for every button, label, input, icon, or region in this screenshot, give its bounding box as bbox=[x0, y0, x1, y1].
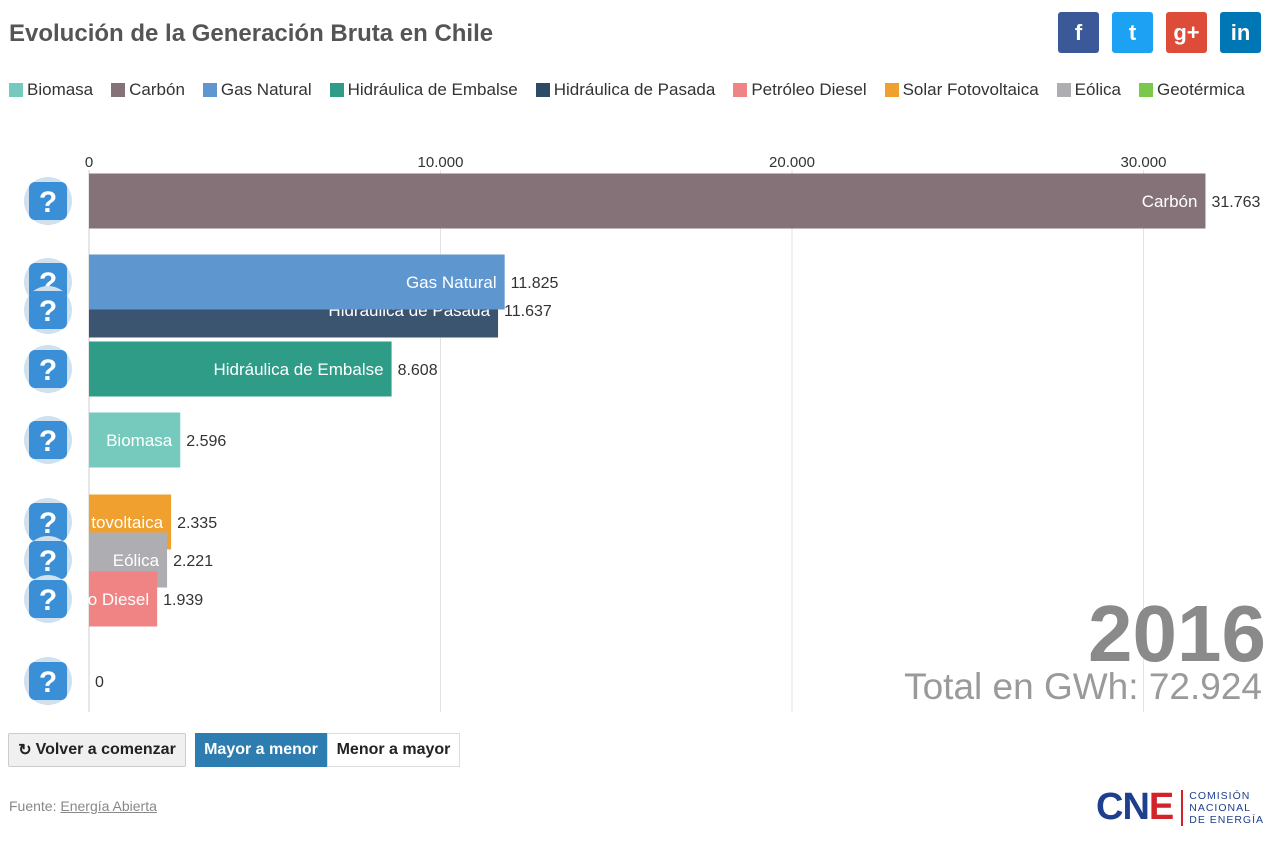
legend-label: Hidráulica de Embalse bbox=[347, 80, 518, 99]
unknown-icon: ? bbox=[24, 536, 72, 584]
legend-label: Gas Natural bbox=[220, 80, 312, 99]
legend-item[interactable]: Solar Fotovoltaica bbox=[884, 80, 1039, 100]
unknown-icon-box bbox=[29, 541, 67, 579]
x-tick-label: 20.000 bbox=[769, 154, 815, 171]
bar bbox=[89, 173, 1206, 229]
legend-item[interactable]: Petróleo Diesel bbox=[733, 80, 867, 100]
legend-swatch bbox=[202, 83, 217, 97]
unknown-icon-glyph: ? bbox=[39, 666, 57, 699]
unknown-icon-glyph: ? bbox=[39, 354, 57, 387]
bar-label: Gas Natural bbox=[406, 273, 497, 292]
value-label: 2.335 bbox=[177, 515, 217, 532]
sort-desc-button[interactable]: Mayor a menor bbox=[195, 733, 327, 767]
legend-label: Biomasa bbox=[27, 80, 94, 99]
restart-label: Volver a comenzar bbox=[35, 741, 176, 758]
unknown-icon-glyph: ? bbox=[39, 507, 57, 540]
unknown-icon: ? bbox=[24, 177, 72, 225]
restart-icon: ↻ bbox=[18, 742, 32, 759]
x-tick-label: 10.000 bbox=[418, 154, 464, 171]
bar-label: tovoltaica bbox=[91, 513, 163, 532]
twitter-icon[interactable]: t bbox=[1112, 12, 1153, 53]
bar bbox=[89, 254, 505, 310]
legend-swatch bbox=[884, 83, 899, 97]
legend-swatch bbox=[9, 83, 23, 97]
bar-label: o Diesel bbox=[88, 590, 149, 609]
legend-label: Geotérmica bbox=[1156, 80, 1245, 99]
legend-label: Petróleo Diesel bbox=[751, 80, 867, 99]
unknown-icon-glyph: ? bbox=[39, 186, 57, 219]
unknown-icon-glyph: ? bbox=[39, 584, 57, 617]
x-tick-label: 30.000 bbox=[1121, 154, 1167, 171]
legend-swatch bbox=[1138, 83, 1153, 97]
unknown-icon-glyph: ? bbox=[39, 545, 57, 578]
unknown-icon-box bbox=[29, 503, 67, 541]
unknown-icon-box bbox=[29, 662, 67, 700]
source-line: Fuente: Energía Abierta bbox=[9, 798, 157, 814]
legend-label: Hidráulica de Pasada bbox=[553, 80, 716, 99]
legend-item[interactable]: Biomasa bbox=[9, 80, 93, 100]
legend-label: Carbón bbox=[129, 80, 185, 99]
legend-swatch bbox=[535, 83, 550, 97]
facebook-icon[interactable]: f bbox=[1058, 12, 1099, 53]
sort-asc-button[interactable]: Menor a mayor bbox=[327, 733, 460, 767]
legend: Biomasa Carbón Gas Natural Hidráulica de Em… bbox=[9, 80, 1263, 100]
unknown-icon-box bbox=[29, 580, 67, 618]
legend-swatch bbox=[111, 83, 126, 97]
unknown-icon: ? bbox=[24, 498, 72, 546]
legend-item[interactable]: Eólica bbox=[1056, 80, 1121, 100]
legend-item[interactable]: Hidráulica de Embalse bbox=[329, 80, 518, 100]
total-label: Total en GWh: 72.924 bbox=[904, 666, 1262, 707]
unknown-icon: ? bbox=[24, 286, 72, 334]
unknown-icon: ? bbox=[24, 416, 72, 464]
source-prefix: Fuente: bbox=[9, 798, 57, 814]
value-label: 31.763 bbox=[1211, 194, 1260, 211]
unknown-icon-box bbox=[29, 421, 67, 459]
logo-separator bbox=[1181, 789, 1184, 826]
legend-item[interactable]: Geotérmica bbox=[1138, 80, 1245, 100]
cne-logo: CNE COMISIÓN NACIONAL DE ENERGÍA bbox=[1096, 786, 1264, 829]
bar bbox=[89, 571, 158, 627]
value-label: 8.608 bbox=[398, 362, 438, 379]
year-label: 2016 bbox=[1088, 589, 1266, 678]
legend-label: Solar Fotovoltaica bbox=[902, 80, 1039, 99]
legend-swatch bbox=[1056, 83, 1071, 97]
unknown-icon-glyph: ? bbox=[39, 295, 57, 328]
bar-chart: 0 10.000 20.000 30.000?????????Hidráulica d… bbox=[24, 154, 1261, 712]
legend-swatch bbox=[329, 83, 344, 97]
bar-label: Eólica bbox=[113, 551, 160, 570]
unknown-icon: ? bbox=[24, 345, 72, 393]
value-label: 1.939 bbox=[163, 592, 203, 609]
logo-mark: CNE bbox=[1096, 786, 1174, 828]
legend-item[interactable]: Gas Natural bbox=[202, 80, 312, 100]
bar-label: Biomasa bbox=[106, 431, 173, 450]
unknown-icon-box bbox=[29, 350, 67, 388]
legend-item[interactable]: Hidráulica de Pasada bbox=[535, 80, 716, 100]
value-label: 0 bbox=[95, 674, 104, 691]
restart-button[interactable]: ↻ Volver a comenzar bbox=[8, 733, 186, 767]
googleplus-icon[interactable]: g+ bbox=[1166, 12, 1207, 53]
value-label: 2.221 bbox=[173, 553, 213, 570]
bar bbox=[89, 412, 181, 468]
value-label: 2.596 bbox=[186, 433, 226, 450]
linkedin-icon[interactable]: in bbox=[1220, 12, 1261, 53]
unknown-icon: ? bbox=[24, 575, 72, 623]
unknown-icon: ? bbox=[24, 657, 72, 705]
x-tick-label: 0 bbox=[85, 154, 93, 171]
legend-item[interactable]: Carbón bbox=[111, 80, 185, 100]
legend-swatch bbox=[733, 83, 748, 97]
bar-label: Hidráulica de Embalse bbox=[213, 360, 383, 379]
bar-label: Carbón bbox=[1142, 192, 1198, 211]
unknown-icon-glyph: ? bbox=[39, 425, 57, 458]
unknown-icon-box bbox=[29, 182, 67, 220]
legend-label: Eólica bbox=[1074, 80, 1121, 99]
logo-text: COMISIÓN NACIONAL DE ENERGÍA bbox=[1189, 789, 1265, 826]
source-link[interactable]: Energía Abierta bbox=[60, 798, 157, 814]
value-label: 11.637 bbox=[504, 303, 552, 320]
unknown-icon-box bbox=[29, 291, 67, 329]
value-label: 11.825 bbox=[511, 275, 559, 292]
bar bbox=[89, 341, 392, 397]
chart-title: Evolución de la Generación Bruta en Chil… bbox=[9, 20, 494, 47]
